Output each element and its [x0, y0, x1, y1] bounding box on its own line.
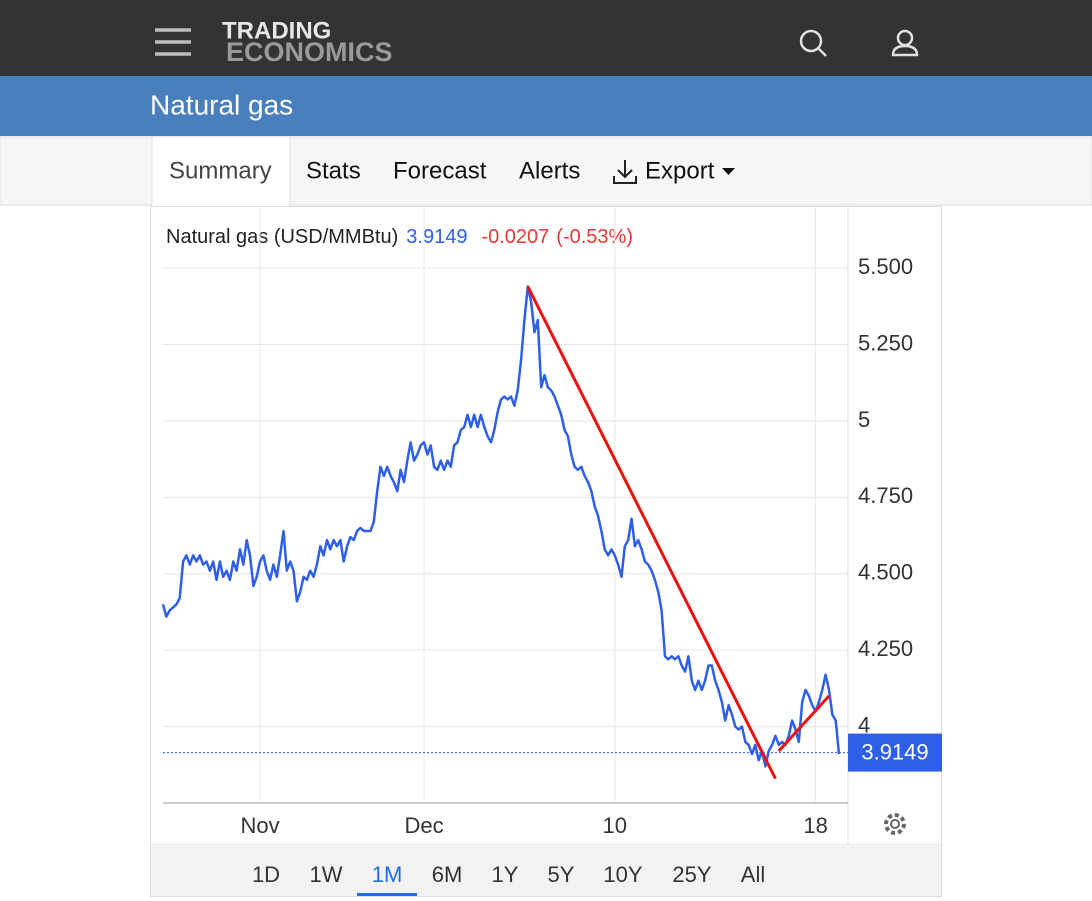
title-band [0, 76, 1092, 136]
last-price: 3.9149 [406, 226, 467, 248]
tab[interactable]: Export [645, 157, 715, 184]
menu-button[interactable] [155, 28, 191, 56]
price-change-pct: (-0.53%) [556, 226, 633, 248]
gear-hub [890, 819, 900, 829]
download-glyph [613, 160, 637, 184]
trend-line [526, 285, 777, 780]
x-tick-label: Nov [240, 813, 279, 838]
range-buttons: 1D 1W 1M 6M 1Y 5Y 10Y 25Y All [252, 862, 765, 896]
active-tab [151, 136, 291, 208]
range-button[interactable]: 1D [252, 862, 280, 887]
y-tick-label: 4.250 [858, 636, 913, 661]
range-button[interactable]: 5Y [548, 862, 575, 887]
range-bar [151, 843, 941, 896]
export-icon [613, 160, 637, 184]
x-tick-label: Dec [404, 813, 443, 838]
y-tick-label: 4.750 [858, 483, 913, 508]
tab[interactable]: Summary [169, 157, 272, 184]
y-tick-label: 5 [858, 407, 870, 432]
dropdown-caret [722, 168, 735, 175]
settings-icon[interactable] [884, 813, 906, 835]
range-underline [357, 893, 417, 896]
top-bar [0, 0, 1092, 76]
chart-header: Natural gas (USD/MMBtu) 3.9149 -0.0207 (-0.… [166, 226, 633, 248]
tab[interactable]: Stats [306, 157, 361, 184]
range-button[interactable]: 1Y [492, 862, 519, 887]
page-title: Natural gas [150, 89, 293, 120]
y-tick-label: 4 [858, 712, 870, 737]
y-tick-label: 5.250 [858, 330, 913, 355]
price-change: -0.0207 [481, 226, 549, 248]
logo-top[interactable]: TRADING [222, 17, 331, 44]
range-button[interactable]: 10Y [603, 862, 642, 887]
search-lens [799, 29, 823, 53]
x-tick-label: 18 [803, 813, 827, 838]
user-body [891, 44, 919, 57]
user-icon[interactable] [891, 29, 919, 57]
last-price-label: 3.9149 [861, 739, 928, 764]
tab[interactable]: Alerts [519, 157, 580, 184]
range-button[interactable]: 1W [310, 862, 343, 887]
last-price-box [848, 733, 942, 772]
search-icon[interactable] [799, 29, 827, 57]
y-tick-label: 4.500 [858, 560, 913, 585]
plot: 5.500 5.250 5 4.750 4.500 4.250 4 Nov Dec 10 18 3.9… [161, 208, 942, 838]
range-button[interactable]: All [741, 862, 765, 887]
logo-bottom[interactable]: ECONOMICS [226, 37, 393, 67]
x-tick-label: 10 [603, 813, 627, 838]
y-tick-label: 5.500 [858, 254, 913, 279]
range-button[interactable]: 25Y [672, 862, 711, 887]
series-title: Natural gas (USD/MMBtu) [166, 226, 398, 248]
gear-teeth [884, 813, 906, 835]
range-button[interactable]: 6M [432, 862, 463, 887]
chart-panel [150, 206, 942, 897]
price-line [161, 285, 841, 768]
tab[interactable]: Forecast [393, 157, 487, 184]
trend-line [777, 695, 831, 753]
search-handle [817, 47, 827, 57]
range-button[interactable]: 1M [372, 862, 403, 887]
